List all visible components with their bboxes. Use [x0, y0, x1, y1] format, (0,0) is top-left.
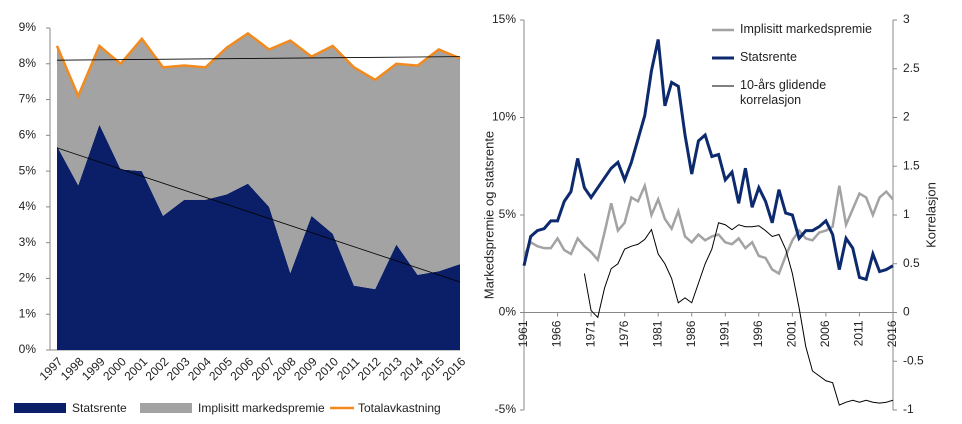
legend-label: 10-års glidende korrelasjon [740, 78, 827, 107]
x-tick-label: 1976 [617, 320, 631, 347]
legend-swatch [14, 403, 66, 413]
y2-tick-label: 0 [903, 305, 910, 319]
y-tick-label: 5% [19, 163, 37, 177]
x-tick-label: 1991 [717, 320, 731, 347]
y-tick-label: -5% [495, 402, 517, 416]
legend-label: Statsrente [72, 401, 127, 415]
x-tick-label: 1981 [650, 320, 664, 347]
y2-tick-label: 3 [903, 12, 910, 26]
y-tick-label: 2% [19, 271, 37, 285]
y-tick-label: 3% [19, 235, 37, 249]
trend-line [56, 56, 461, 61]
line [522, 39, 894, 282]
legend-label-box: Statsrente [740, 50, 797, 64]
y-tick-label: 4% [19, 199, 37, 213]
x-tick-label: 1996 [751, 320, 765, 347]
y2-tick-label: 1 [903, 207, 910, 221]
area [57, 33, 460, 290]
trend-line [56, 147, 461, 283]
legend-label: Statsrente [740, 50, 797, 64]
y2-tick-label: -1 [903, 402, 914, 416]
legend-label-box: Implisitt markedspremie [740, 22, 872, 36]
y2-tick-label: 1.5 [903, 158, 920, 172]
y-tick-label: 0% [499, 305, 517, 319]
y-tick-label: 0% [19, 342, 37, 356]
x-tick-label: 1961 [516, 320, 530, 347]
y-axis-title: Markedspremie og statsrente [481, 131, 496, 299]
y-tick-label: 10% [492, 110, 516, 124]
legend-label: Totalavkastning [358, 401, 441, 415]
y2-tick-label: 2.5 [903, 61, 920, 75]
line [583, 222, 894, 406]
legend-label-box: 10-års glidende korrelasjon [740, 78, 827, 107]
area [57, 124, 460, 350]
y2-axis-title: Korrelasjon [923, 182, 938, 248]
y-tick-label: 7% [19, 92, 37, 106]
x-tick-label: 2006 [818, 320, 832, 347]
legend-label: Implisitt markedspremie [198, 401, 325, 415]
x-tick-label: 1971 [583, 320, 597, 347]
line [522, 181, 894, 276]
y-tick-label: 6% [19, 128, 37, 142]
x-tick-label: 2016 [885, 320, 899, 347]
x-tick-label: 1966 [550, 320, 564, 347]
y2-tick-label: 2 [903, 110, 910, 124]
y-tick-label: 9% [19, 20, 37, 34]
legend-label: Implisitt markedspremie [740, 22, 872, 36]
x-tick-label: 1986 [684, 320, 698, 347]
y-tick-label: 8% [19, 56, 37, 70]
y-tick-label: 5% [499, 207, 517, 221]
y-tick-label: 1% [19, 306, 37, 320]
x-tick-label: 2016 [440, 354, 469, 383]
y-tick-label: 15% [492, 12, 516, 26]
x-tick-label: 2001 [785, 320, 799, 347]
y2-tick-label: -0.5 [903, 353, 924, 367]
y2-tick-label: 0.5 [903, 256, 920, 270]
legend-swatch [140, 403, 192, 413]
x-tick-label: 2011 [852, 320, 866, 346]
